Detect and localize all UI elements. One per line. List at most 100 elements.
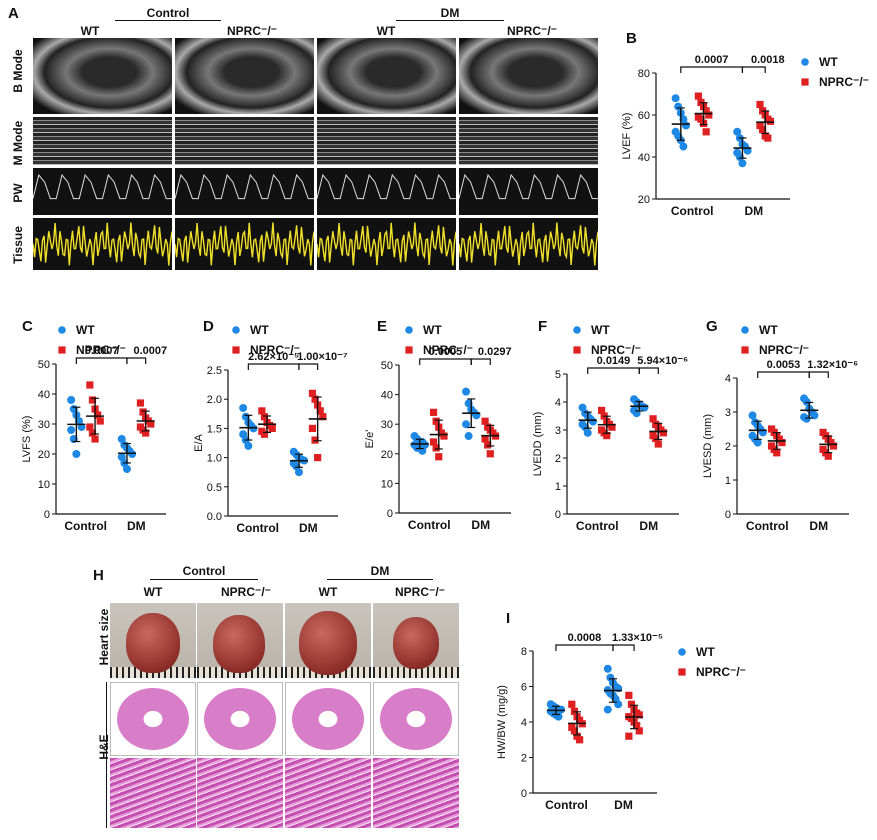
- y-tick-label: 0.5: [207, 482, 222, 494]
- p-value: 0.0149: [597, 355, 631, 367]
- heart-photo-3: [285, 603, 371, 678]
- nprc-point: [603, 432, 611, 440]
- he-slice: [292, 688, 364, 750]
- panel-label-c: C: [22, 318, 33, 335]
- panel-h-col-nprc-control: NPRC⁻/⁻: [220, 585, 271, 599]
- y-tick-label: 0: [725, 509, 731, 521]
- nprc-point: [86, 381, 94, 389]
- y-tick-label: 40: [38, 389, 50, 401]
- y-tick-label: 20: [638, 194, 650, 206]
- chart-d: 0.0 0.5 1.0 1.5 2.0 2.5 E/A Control DM 2.62×10⁻⁵1…: [193, 323, 348, 535]
- p-value: 2.62×10⁻⁵: [248, 351, 299, 363]
- nprc-point: [702, 107, 710, 115]
- legend-nprc-marker: [405, 346, 413, 354]
- p-value: 0.0018: [751, 54, 785, 66]
- bracket-dm: [612, 644, 635, 651]
- legend-nprc-label: NPRC⁻/⁻: [819, 75, 869, 89]
- bracket-wt: [757, 371, 810, 378]
- panel-label-i: I: [506, 610, 511, 627]
- chart-c: 0 10 20 30 40 50 LVFS (%) Control DM 0.0007 0.0007…: [21, 323, 167, 533]
- y-tick-label: 5: [555, 369, 561, 381]
- legend-nprc-marker: [678, 668, 686, 676]
- nprc-point: [756, 121, 764, 130]
- y-tick-label: 2.5: [207, 365, 222, 377]
- y-axis-label: HW/BW (mg/g): [496, 685, 508, 759]
- echo-mmode-image-4: [459, 117, 598, 165]
- x-tick-label: DM: [744, 204, 763, 218]
- legend-nprc-label: NPRC⁻/⁻: [759, 343, 809, 357]
- bracket-wt: [247, 363, 300, 370]
- heart: [299, 611, 357, 675]
- legend-nprc-marker: [801, 78, 809, 86]
- panel-h-col-wt-control: WT: [143, 585, 163, 599]
- p-value: 0.0005: [429, 346, 463, 358]
- he-section-2: [197, 682, 283, 756]
- panel-a-group-control-line: [115, 20, 221, 21]
- echo-bmode-image-1: [33, 38, 172, 114]
- echo-bmode-image-4: [459, 38, 598, 114]
- wt-point: [681, 121, 690, 130]
- nprc-point: [694, 92, 702, 100]
- wt-point: [671, 94, 680, 103]
- y-tick-label: 30: [38, 419, 50, 431]
- echo-bmode-image-3: [317, 38, 456, 114]
- y-tick-label: 50: [381, 360, 393, 372]
- nprc-point: [824, 452, 832, 460]
- panel-h-he-bracket: [106, 682, 107, 828]
- echo-tissue-image-2: [175, 218, 314, 270]
- y-axis-label: E/e': [364, 430, 376, 449]
- nprc-point: [311, 436, 319, 444]
- bracket-dm: [298, 363, 319, 370]
- wt-point: [603, 664, 612, 673]
- wt-point: [679, 142, 688, 151]
- panel-a-group-dm-line: [396, 20, 504, 21]
- y-tick-label: 3: [725, 407, 731, 419]
- panel-a-col-wt-control: WT: [80, 24, 100, 38]
- wt-point: [462, 420, 471, 429]
- nprc-point: [773, 449, 781, 457]
- y-tick-label: 50: [38, 359, 50, 371]
- nprc-point: [633, 721, 641, 730]
- panel-a-group-control: Control: [146, 6, 190, 20]
- x-tick-label: Control: [576, 519, 619, 533]
- panel-h-group-control-line: [150, 579, 258, 580]
- y-tick-label: 8: [521, 646, 527, 658]
- legend-nprc-label: NPRC⁻/⁻: [423, 343, 473, 357]
- nprc-point: [829, 442, 838, 450]
- wt-point: [810, 411, 819, 420]
- legend-nprc-label: NPRC⁻/⁻: [250, 343, 300, 357]
- wt-point: [614, 700, 623, 709]
- nprc-point: [429, 438, 438, 446]
- echo-bmode-image-2: [175, 38, 314, 114]
- panel-a-col-wt-dm: WT: [376, 24, 396, 38]
- wt-point: [117, 435, 126, 443]
- nprc-point: [147, 420, 155, 428]
- p-value: 0.0007: [133, 345, 167, 357]
- he-slice: [204, 688, 276, 750]
- legend-wt-label: WT: [696, 645, 715, 659]
- nprc-point: [316, 407, 324, 415]
- wt-point: [588, 417, 597, 426]
- legend-wt-marker: [58, 326, 66, 334]
- x-tick-label: Control: [408, 518, 451, 532]
- nprc-point: [756, 100, 764, 109]
- legend-wt-label: WT: [250, 323, 269, 337]
- y-tick-label: 4: [725, 373, 731, 385]
- he-highmag-1: [110, 758, 196, 828]
- y-tick-label: 2.0: [207, 394, 222, 406]
- nprc-point: [608, 423, 616, 431]
- nprc-point: [314, 454, 322, 462]
- x-tick-label: DM: [639, 519, 658, 533]
- panel-a-group-dm: DM: [440, 6, 460, 20]
- p-value: 0.0053: [767, 359, 801, 371]
- chart-i: 0 2 4 6 8 HW/BW (mg/g) Control DM 0.0008 1.33×10⁻…: [496, 632, 746, 812]
- he-section-1: [110, 682, 196, 756]
- y-tick-label: 10: [381, 478, 393, 490]
- chart-f: 0 1 2 3 4 5 LVEDD (mm) Control DM 0.0149 5.94×10⁻⁶…: [532, 323, 688, 533]
- nprc-point: [635, 727, 643, 735]
- nprc-point: [484, 441, 492, 449]
- nprc-point: [260, 413, 269, 421]
- legend-wt-label: WT: [423, 323, 442, 337]
- panel-label-a: A: [8, 5, 19, 22]
- echo-pw-image-3: [317, 168, 456, 215]
